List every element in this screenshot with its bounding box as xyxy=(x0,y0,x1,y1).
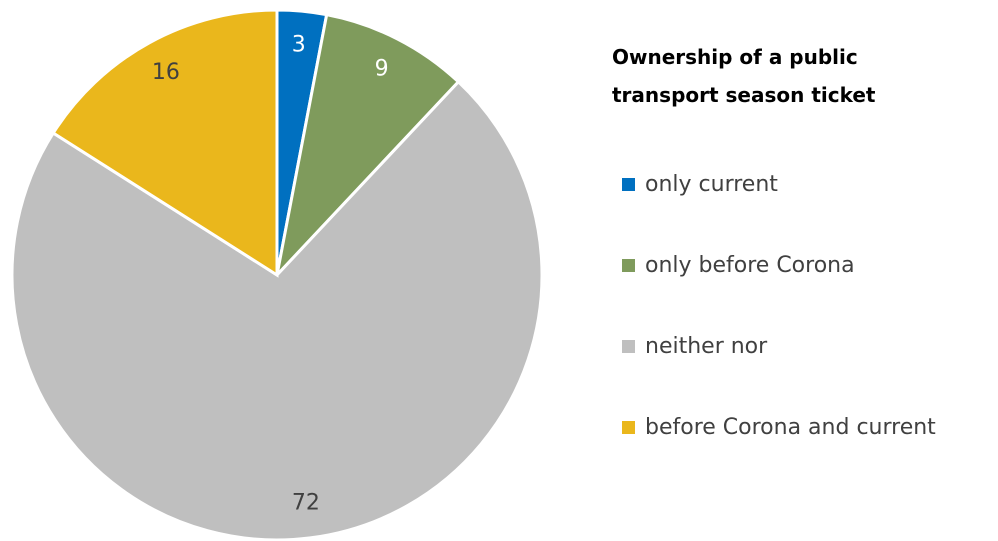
legend-swatch xyxy=(622,340,635,353)
legend-item: only current xyxy=(622,172,778,197)
legend-item: only before Corona xyxy=(622,253,855,278)
legend-label: only before Corona xyxy=(645,253,855,278)
legend-title: Ownership of a public transport season t… xyxy=(612,45,876,107)
legend-label: neither nor xyxy=(645,334,768,359)
pie-slice xyxy=(274,12,461,280)
legend-label: before Corona and current xyxy=(645,415,936,440)
legend-label: only current xyxy=(645,172,778,197)
data-label: 72 xyxy=(292,491,320,516)
legend-swatch xyxy=(622,178,635,191)
data-label: 9 xyxy=(375,57,389,82)
legend-item: neither nor xyxy=(622,334,767,359)
legend-item: before Corona and current xyxy=(622,415,936,440)
data-label: 16 xyxy=(152,60,180,85)
pie-slice xyxy=(10,79,544,541)
legend-swatch xyxy=(622,421,635,434)
chart: 3 9 72 16 xyxy=(10,8,544,541)
legend-swatch xyxy=(622,259,635,272)
data-label: 3 xyxy=(292,32,306,57)
pie-slice xyxy=(51,8,279,278)
